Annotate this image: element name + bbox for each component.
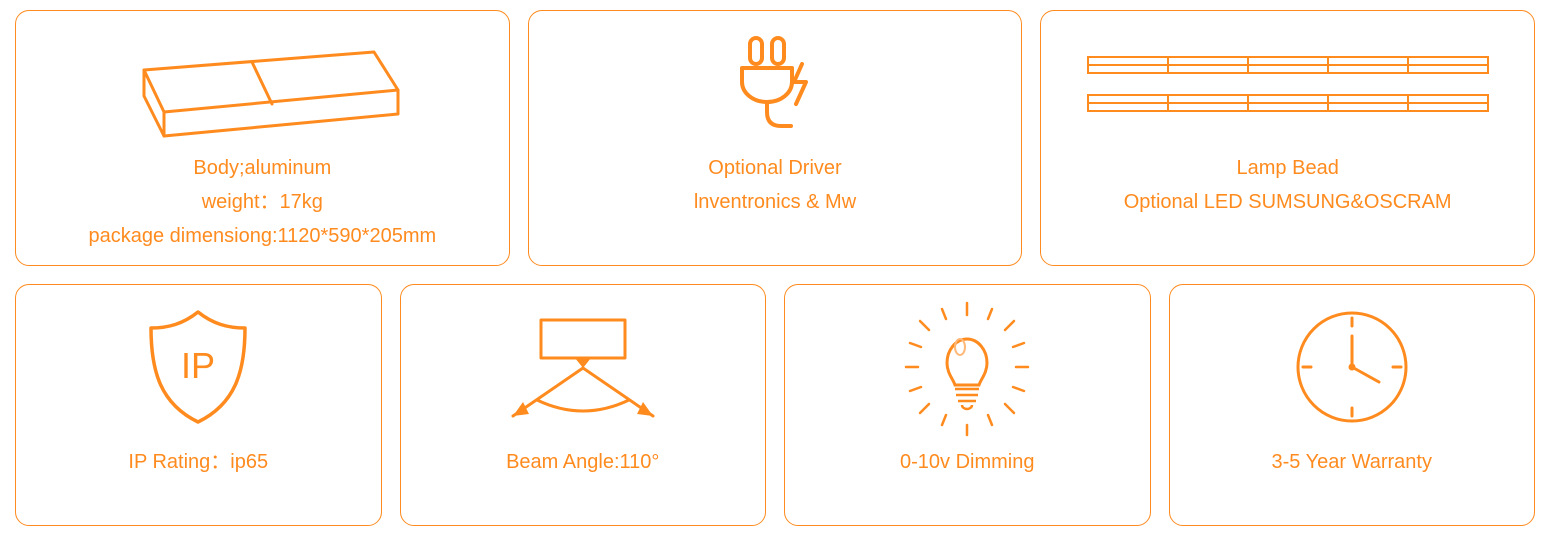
card-lamp: Lamp Bead Optional LED SUMSUNG&OSCRAM (1040, 10, 1535, 266)
card-lamp-text: Lamp Bead Optional LED SUMSUNG&OSCRAM (1124, 151, 1452, 219)
card-beam: Beam Angle:110° (400, 284, 767, 526)
card-body: Body;aluminum weight：17kg package dimens… (15, 10, 510, 266)
card-body-text: Body;aluminum weight：17kg package dimens… (89, 151, 437, 253)
shield-ip-icon: IP (133, 303, 263, 431)
card-ip: IP IP Rating：ip65 (15, 284, 382, 526)
card-warranty-text: 3-5 Year Warranty (1272, 445, 1432, 479)
card-warranty: 3-5 Year Warranty (1169, 284, 1536, 526)
plug-icon (720, 29, 830, 141)
spec-row-1: Body;aluminum weight：17kg package dimens… (15, 10, 1535, 266)
clock-icon (1287, 303, 1417, 431)
card-dimming-text: 0-10v Dimming (900, 445, 1034, 479)
card-driver: Optional Driver lnventronics & Mw (528, 10, 1023, 266)
card-driver-text: Optional Driver lnventronics & Mw (694, 151, 856, 219)
beam-angle-icon (483, 303, 683, 431)
card-beam-text: Beam Angle:110° (506, 445, 659, 479)
bulb-sun-icon (892, 303, 1042, 431)
spec-grid: Body;aluminum weight：17kg package dimens… (15, 10, 1535, 526)
card-ip-text: IP Rating：ip65 (128, 445, 268, 479)
svg-text:IP: IP (181, 345, 215, 386)
spec-row-2: IP IP Rating：ip65 (15, 284, 1535, 526)
led-strip-icon (1078, 29, 1498, 141)
card-dimming: 0-10v Dimming (784, 284, 1151, 526)
box-icon (102, 29, 422, 141)
